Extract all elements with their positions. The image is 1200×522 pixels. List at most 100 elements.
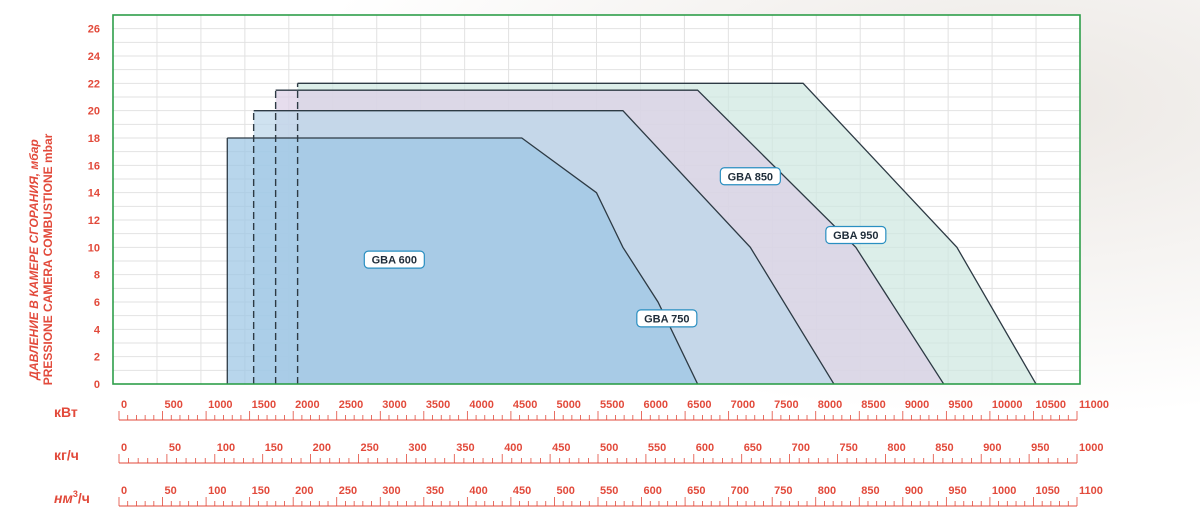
x-scale-unit: кВт (54, 404, 78, 420)
y-tick-label: 8 (94, 270, 100, 282)
x-scale-tick-label: 8000 (818, 399, 842, 411)
x-scale-tick-label: 800 (818, 485, 836, 497)
y-tick-label: 6 (94, 297, 100, 309)
x-scale-tick-label: 1000 (1079, 442, 1103, 454)
x-scale-tick-label: 600 (696, 442, 714, 454)
x-scale-tick-label: 5000 (556, 399, 580, 411)
model-label-gba-950: GBA 950 (825, 225, 887, 245)
x-scale-tick-label: 50 (169, 442, 181, 454)
x-scale-tick-label: 650 (744, 442, 762, 454)
model-label-text: GBA 750 (644, 313, 689, 325)
x-scale-tick-label: 300 (382, 485, 400, 497)
y-tick-label: 18 (88, 133, 100, 145)
x-scale-tick-label: 9500 (948, 399, 972, 411)
x-scale-tick-label: 350 (456, 442, 474, 454)
y-tick-label: 16 (88, 160, 100, 172)
x-scale-tick-label: 10500 (1035, 399, 1066, 411)
y-tick-label: 2 (94, 352, 100, 364)
x-scale-tick-label: 750 (840, 442, 858, 454)
x-scale-tick-label: 500 (165, 399, 183, 411)
x-scale-unit: нм3/ч (54, 489, 90, 506)
model-label-box (363, 250, 425, 269)
model-label-gba-600: GBA 600 (363, 250, 425, 269)
x-scale-3: нм3/ч 0 50 100 150 200 250 300 350 400 450 500 550 60… (54, 485, 1103, 507)
y-tick-label: 20 (88, 106, 100, 118)
x-scale-tick-label: 0 (121, 485, 127, 497)
x-scale-tick-label: 0 (121, 442, 127, 454)
y-tick-label: 10 (88, 242, 100, 254)
x-scale-tick-label: 7000 (731, 399, 755, 411)
x-scale-tick-label: 550 (600, 485, 618, 497)
model-label-box (636, 309, 698, 328)
x-scale-tick-label: 700 (731, 485, 749, 497)
x-scale-tick-label: 1050 (1035, 485, 1059, 497)
y-tick-label: 26 (88, 24, 100, 36)
y-tick-label: 0 (94, 379, 100, 391)
x-scale-tick-label: 300 (408, 442, 426, 454)
x-scale-tick-label: 800 (887, 442, 905, 454)
model-label-gba-750: GBA 750 (636, 309, 698, 328)
x-scale-tick-label: 200 (313, 442, 331, 454)
x-scale-tick-label: 600 (644, 485, 662, 497)
x-scale-tick-label: 850 (861, 485, 879, 497)
model-label-text: GBA 850 (728, 171, 773, 183)
x-scale-unit: кг/ч (54, 447, 79, 463)
x-scale-tick-label: 2500 (339, 399, 363, 411)
x-scale-tick-label: 6000 (644, 399, 668, 411)
x-scale-tick-label: 100 (217, 442, 235, 454)
model-label-text: GBA 600 (372, 255, 417, 267)
x-scale-tick-label: 2000 (295, 399, 319, 411)
x-scale-tick-label: 150 (252, 485, 270, 497)
x-scale-tick-label: 0 (121, 399, 127, 411)
y-axis-title-line: PRESSIONE CAMERA COMBUSTIONE mbar (41, 133, 55, 385)
x-scale-tick-label: 9000 (905, 399, 929, 411)
x-scale-tick-label: 6500 (687, 399, 711, 411)
x-scale-tick-label: 100 (208, 485, 226, 497)
x-scale-tick-label: 11000 (1079, 399, 1109, 411)
y-tick-label: 22 (88, 78, 100, 90)
y-tick-label: 14 (88, 188, 101, 200)
y-tick-label: 24 (88, 51, 101, 63)
x-scale-tick-label: 450 (513, 485, 531, 497)
x-scale-2: кг/ч 0 50 100 150 200 250 300 350 400 450 500 550 600… (54, 442, 1103, 464)
outline-gba-750 (253, 110, 835, 385)
x-scale-tick-label: 850 (935, 442, 953, 454)
x-scale-1: кВт 0 500 1000 1500 2000 2500 3000 3500 4000 4500 5… (54, 399, 1109, 421)
model-label-gba-850: GBA 850 (719, 167, 781, 186)
x-scale-tick-label: 900 (905, 485, 923, 497)
x-scale-tick-label: 350 (426, 485, 444, 497)
x-scale-tick-label: 400 (469, 485, 487, 497)
x-scale-tick-label: 7500 (774, 399, 798, 411)
y-axis-title-line: ДАВЛЕНИЕ В КАМЕРЕ СГОРАНИЯ, мбар (27, 139, 41, 380)
x-scale-tick-label: 10000 (992, 399, 1023, 411)
x-scale-tick-label: 500 (600, 442, 618, 454)
area-gba-600 (227, 138, 698, 384)
x-scale-tick-label: 250 (339, 485, 357, 497)
x-scale-tick-label: 250 (361, 442, 379, 454)
x-scale-tick-label: 3000 (382, 399, 406, 411)
x-scale-tick-label: 200 (295, 485, 313, 497)
model-label-box (719, 167, 781, 186)
x-scale-tick-label: 4000 (469, 399, 493, 411)
x-scale-tick-label: 50 (165, 485, 177, 497)
x-scale-tick-label: 1000 (208, 399, 232, 411)
x-scale-tick-label: 950 (1031, 442, 1049, 454)
x-scale-tick-label: 1500 (252, 399, 276, 411)
x-scale-tick-label: 3500 (426, 399, 450, 411)
y-tick-label: 4 (94, 324, 101, 336)
x-scale-tick-label: 550 (648, 442, 666, 454)
outline-gba-600 (227, 137, 699, 385)
outline-gba-950 (297, 82, 1037, 385)
x-scale-tick-label: 400 (504, 442, 522, 454)
x-scale-tick-label: 900 (983, 442, 1001, 454)
x-scale-tick-label: 650 (687, 485, 705, 497)
x-scale-tick-label: 450 (552, 442, 570, 454)
model-label-box (825, 225, 887, 245)
x-scale-tick-label: 500 (556, 485, 574, 497)
x-scale-tick-label: 5500 (600, 399, 624, 411)
x-scale-tick-label: 1100 (1079, 485, 1103, 497)
x-scale-tick-label: 1000 (992, 485, 1016, 497)
